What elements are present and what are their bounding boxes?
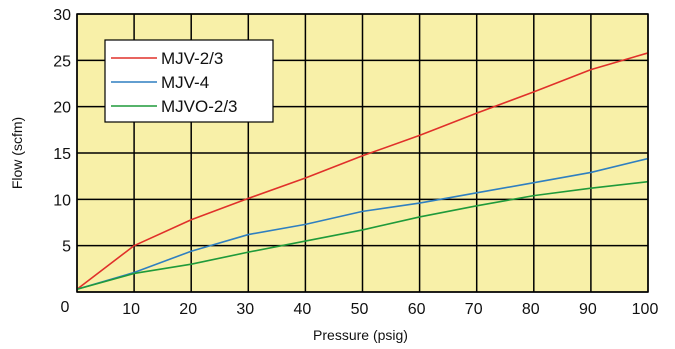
- x-tick-label: 10: [122, 301, 140, 318]
- x-tick-label: 50: [351, 301, 369, 318]
- x-tick-label: 80: [522, 301, 540, 318]
- x-tick-label: 90: [579, 301, 597, 318]
- x-tick-label: 60: [408, 301, 426, 318]
- y-tick-label: 25: [53, 53, 71, 70]
- x-axis-title: Pressure (psig): [313, 327, 408, 343]
- y-tick-label: 15: [53, 146, 71, 163]
- x-tick-label: 20: [179, 301, 197, 318]
- plot-border: [76, 13, 649, 293]
- legend-label: MJV-4: [161, 73, 209, 92]
- x-tick-labels: 0 10 20 30 40 50 60 70 80 90 100: [61, 299, 659, 318]
- series-line-3: [76, 180, 649, 290]
- x-tick-label: 30: [236, 301, 254, 318]
- y-axis-title: Flow (scfm): [9, 117, 25, 189]
- legend-label: MJVO-2/3: [161, 97, 238, 116]
- legend: MJV-2/3 MJV-4 MJVO-2/3: [104, 39, 274, 123]
- y-tick-label: 30: [53, 7, 71, 24]
- y-tick-label: 10: [53, 192, 71, 209]
- series-line-1: [76, 52, 649, 290]
- series-layer: [76, 52, 649, 290]
- x-tick-label: 40: [294, 301, 312, 318]
- x-tick-label: 0: [61, 299, 70, 316]
- series-line-2: [76, 157, 649, 290]
- x-tick-label: 100: [632, 301, 659, 318]
- legend-label: MJV-2/3: [161, 49, 223, 68]
- y-tick-label: 5: [62, 239, 71, 256]
- legend-box: [104, 39, 274, 123]
- y-tick-labels: 5 10 15 20 25 30: [53, 7, 71, 256]
- y-tick-label: 20: [53, 100, 71, 117]
- x-tick-label: 70: [465, 301, 483, 318]
